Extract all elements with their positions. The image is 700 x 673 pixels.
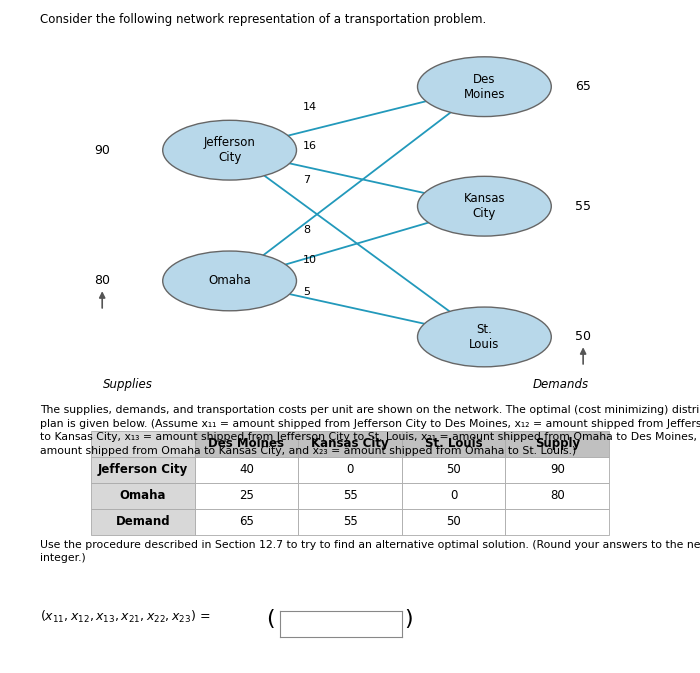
Text: 10: 10 xyxy=(303,255,317,265)
Text: ): ) xyxy=(405,609,413,629)
Text: Des
Moines: Des Moines xyxy=(463,73,505,101)
Text: Demands: Demands xyxy=(533,378,589,391)
Text: Jefferson
City: Jefferson City xyxy=(204,136,256,164)
Text: St.
Louis: St. Louis xyxy=(469,323,500,351)
Text: The supplies, demands, and transportation costs per unit are shown on the networ: The supplies, demands, and transportatio… xyxy=(40,405,700,456)
Text: Omaha: Omaha xyxy=(208,275,251,287)
Text: 14: 14 xyxy=(303,102,317,112)
Ellipse shape xyxy=(417,176,552,236)
Text: $(x_{11}, x_{12}, x_{13}, x_{21}, x_{22}, x_{23})$ =: $(x_{11}, x_{12}, x_{13}, x_{21}, x_{22}… xyxy=(40,609,210,625)
Text: 5: 5 xyxy=(303,287,310,297)
Ellipse shape xyxy=(162,120,297,180)
Text: Use the procedure described in Section 12.7 to try to find an alternative optima: Use the procedure described in Section 1… xyxy=(40,540,700,563)
Text: Kansas
City: Kansas City xyxy=(463,192,505,220)
Text: 16: 16 xyxy=(303,141,317,151)
Ellipse shape xyxy=(417,57,552,116)
Ellipse shape xyxy=(162,251,297,311)
Text: 90: 90 xyxy=(94,143,110,157)
Text: 7: 7 xyxy=(303,175,310,185)
Text: 65: 65 xyxy=(575,80,591,93)
Text: (: ( xyxy=(266,609,274,629)
Text: 55: 55 xyxy=(575,200,591,213)
Text: 8: 8 xyxy=(303,225,310,236)
Ellipse shape xyxy=(417,307,552,367)
Text: Consider the following network representation of a transportation problem.: Consider the following network represent… xyxy=(40,13,486,26)
Text: Supplies: Supplies xyxy=(103,378,153,391)
Text: 50: 50 xyxy=(575,330,591,343)
Text: 80: 80 xyxy=(94,275,110,287)
